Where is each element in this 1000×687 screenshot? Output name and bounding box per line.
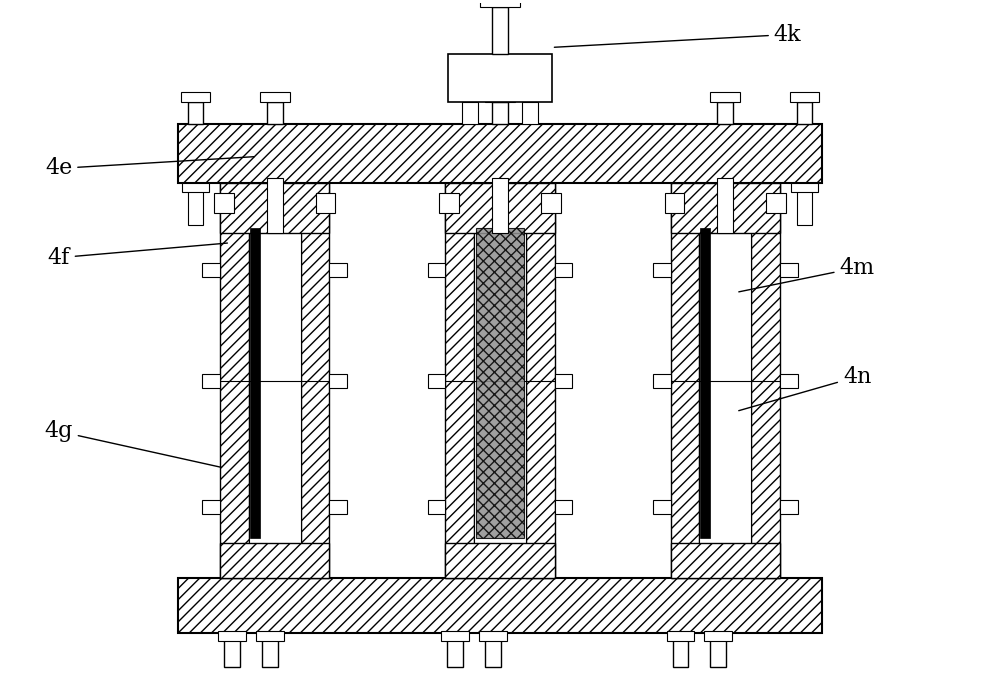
Text: 4n: 4n [739,365,871,411]
Bar [653,500,671,514]
Bar [428,500,445,514]
Bar [262,633,278,667]
Bar [250,228,260,539]
Bar [653,263,671,277]
Bar [439,193,459,213]
Bar [329,374,347,387]
Bar [301,183,329,578]
Bar [267,102,283,124]
Bar [220,183,249,578]
Bar [555,500,572,514]
Bar [485,92,515,102]
Bar [182,183,209,192]
Bar [224,633,240,667]
Bar [780,263,798,277]
Bar [267,179,283,233]
Bar [188,183,203,225]
Bar [445,183,474,578]
Bar [526,183,555,578]
Bar [541,193,561,213]
Bar [780,374,798,387]
Text: 4m: 4m [739,257,875,292]
Bar [797,102,812,124]
Bar [710,92,740,102]
Bar [428,263,445,277]
Bar [476,228,524,539]
Bar [181,92,210,102]
Bar [447,633,463,667]
Bar [700,228,710,539]
Bar [555,263,572,277]
Bar [329,263,347,277]
Bar [766,193,786,213]
Bar [790,92,819,102]
Bar [671,183,780,233]
Bar [555,374,572,387]
Bar [428,374,445,387]
Bar [671,183,699,578]
Bar [220,543,329,578]
Bar [474,183,526,578]
Bar [178,124,822,183]
Bar [260,92,290,102]
Bar [797,183,812,225]
Bar [673,633,688,667]
Bar [485,633,501,667]
Bar [448,54,552,102]
Bar [202,374,220,387]
Bar [188,102,203,124]
Bar [699,183,751,578]
Bar [717,102,733,124]
Bar [522,102,538,124]
Text: 4e: 4e [45,157,254,179]
Bar [329,500,347,514]
Bar [214,193,234,213]
Bar [445,543,555,578]
Bar [445,183,555,233]
Bar [256,631,284,640]
Text: 4g: 4g [44,420,222,467]
Bar [202,263,220,277]
Bar [667,631,694,640]
Bar [492,7,508,54]
Bar [671,543,780,578]
Bar [218,631,246,640]
Bar [480,0,520,7]
Bar [492,179,508,233]
Bar [751,183,780,578]
Bar [710,633,726,667]
Text: 4f: 4f [47,243,227,269]
Bar [665,193,684,213]
Bar [479,631,507,640]
Bar [704,631,732,640]
Bar [316,193,335,213]
Bar [178,578,822,633]
Bar [249,183,301,578]
Bar [441,631,469,640]
Bar [780,500,798,514]
Bar [717,179,733,233]
Bar [492,102,508,124]
Text: 4k: 4k [554,23,801,47]
Bar [653,374,671,387]
Bar [220,183,329,233]
Bar [462,102,478,124]
Bar [202,500,220,514]
Bar [791,183,818,192]
